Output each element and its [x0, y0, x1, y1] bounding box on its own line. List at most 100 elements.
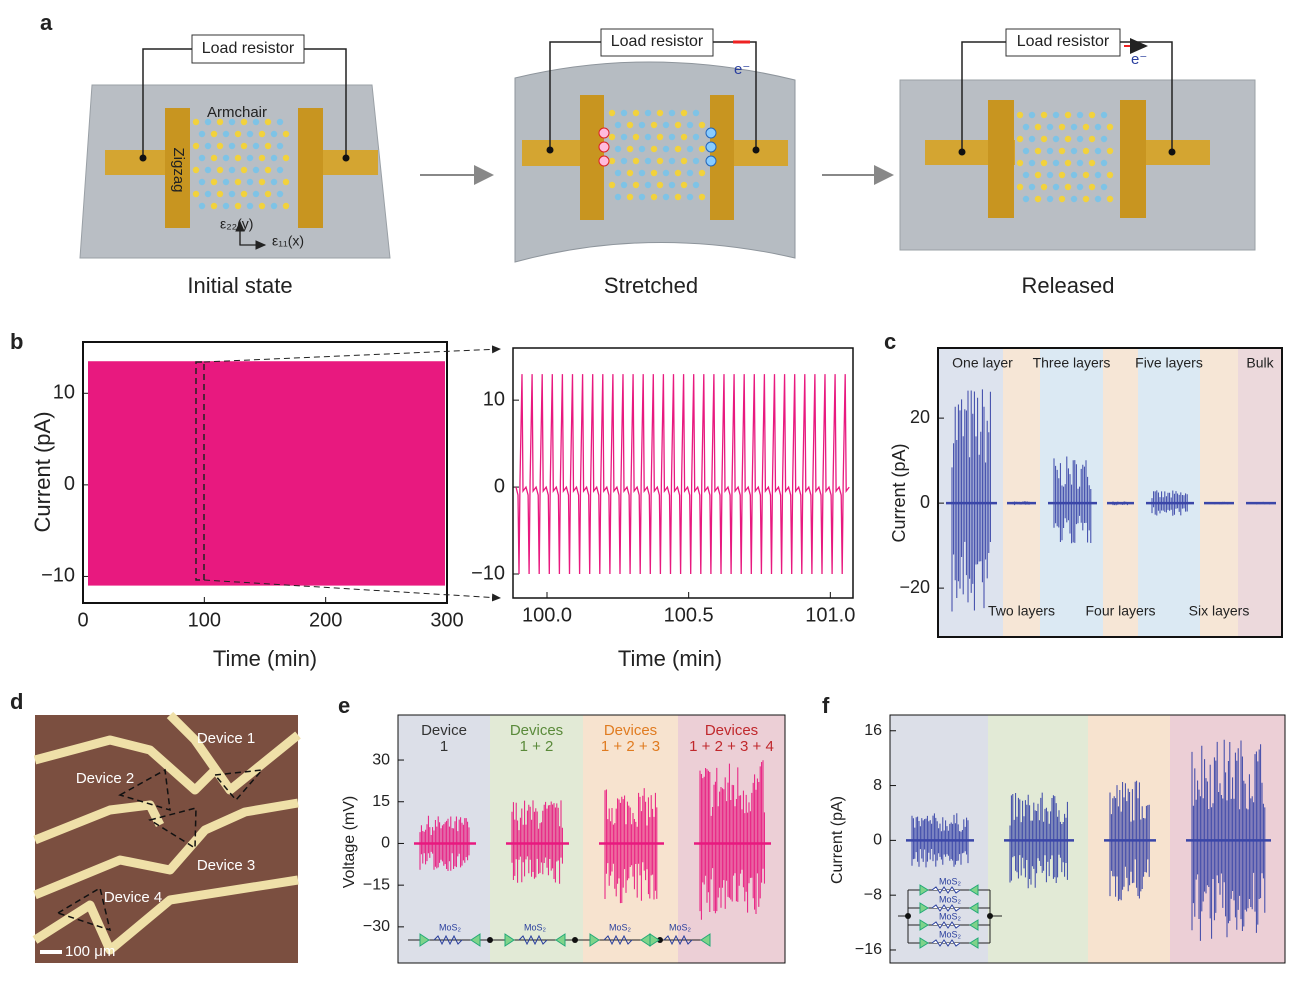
zoom-line	[203, 345, 501, 363]
x-tick-label: 100.5	[664, 604, 714, 626]
atom	[252, 118, 260, 126]
atom	[1082, 195, 1090, 203]
resistor	[433, 934, 463, 946]
x-axis-label: Time (min)	[213, 646, 317, 671]
atom	[258, 130, 266, 138]
group-title: Devices	[705, 722, 758, 739]
layer-label: Two layers	[988, 603, 1055, 619]
atom	[210, 154, 218, 162]
group-devices: 1	[440, 738, 448, 755]
y-tick-label: 0	[64, 473, 75, 495]
circuit-label: MoS₂	[939, 894, 962, 904]
atom	[644, 181, 652, 189]
atom	[638, 169, 646, 177]
band	[938, 348, 1003, 637]
atom	[1016, 183, 1024, 191]
atom	[686, 193, 694, 201]
atom	[282, 154, 290, 162]
panel-label: c	[884, 329, 896, 354]
atom	[650, 145, 658, 153]
node	[987, 913, 993, 919]
atom	[204, 142, 212, 150]
atom	[192, 142, 200, 150]
atom	[698, 193, 706, 201]
atom	[264, 166, 272, 174]
atom	[1088, 183, 1096, 191]
atom	[626, 145, 634, 153]
atom	[1064, 135, 1072, 143]
atom	[240, 118, 248, 126]
atom	[192, 118, 200, 126]
group-title: Device	[421, 722, 467, 739]
plot-frame	[82, 341, 448, 604]
band	[1138, 348, 1200, 637]
plot-frame	[512, 347, 854, 599]
atom	[198, 178, 206, 186]
atom	[632, 157, 640, 165]
atom	[632, 181, 640, 189]
atom	[632, 133, 640, 141]
atom	[656, 157, 664, 165]
atom	[276, 166, 284, 174]
atom	[210, 178, 218, 186]
atom	[1034, 123, 1042, 131]
atom	[668, 133, 676, 141]
y-tick-label: 30	[372, 751, 390, 768]
caption: Initial state	[187, 273, 292, 298]
atom	[686, 121, 694, 129]
x-tick-label: 101.0	[805, 604, 855, 626]
plot-frame	[889, 714, 1286, 964]
atom	[1022, 147, 1030, 155]
atom	[1064, 183, 1072, 191]
atom	[270, 130, 278, 138]
node	[487, 937, 493, 943]
atom	[1034, 171, 1042, 179]
diagram-initial	[79, 34, 391, 259]
y-tick-label: −20	[899, 577, 930, 597]
atom	[1022, 123, 1030, 131]
atom	[1094, 123, 1102, 131]
group-title: Devices	[510, 722, 563, 739]
group-title: Devices	[604, 722, 657, 739]
atom	[614, 193, 622, 201]
atom	[674, 145, 682, 153]
atom	[282, 178, 290, 186]
atom	[1094, 147, 1102, 155]
resistor	[663, 934, 693, 946]
atom	[1100, 111, 1108, 119]
atom	[210, 130, 218, 138]
panel-label: e	[338, 693, 350, 718]
layer-label: Six layers	[1189, 603, 1250, 619]
atom	[668, 157, 676, 165]
atom	[1088, 111, 1096, 119]
atom	[1070, 195, 1078, 203]
y-tick-label: −30	[363, 918, 390, 935]
x-tick-label: 100	[188, 609, 221, 631]
atom	[222, 178, 230, 186]
band	[1103, 348, 1138, 637]
atom	[650, 121, 658, 129]
atom	[222, 130, 230, 138]
band	[678, 715, 785, 963]
atom	[1052, 183, 1060, 191]
atom	[228, 190, 236, 198]
atom	[234, 202, 242, 210]
atom	[692, 181, 700, 189]
y-axis-label: Voltage (mV)	[341, 796, 358, 888]
diagram-stretched	[514, 28, 796, 263]
atom	[662, 145, 670, 153]
atom	[264, 118, 272, 126]
y-axis-label: Current (pA)	[30, 411, 55, 532]
atom	[204, 118, 212, 126]
atom	[692, 133, 700, 141]
signal-burst	[1009, 792, 1068, 889]
atom	[1094, 195, 1102, 203]
atom	[698, 145, 706, 153]
atom	[656, 109, 664, 117]
plot-frame	[397, 714, 786, 964]
y-tick-label: 15	[372, 793, 390, 810]
atom	[1088, 135, 1096, 143]
atom	[1100, 135, 1108, 143]
panel-label: d	[10, 689, 23, 714]
